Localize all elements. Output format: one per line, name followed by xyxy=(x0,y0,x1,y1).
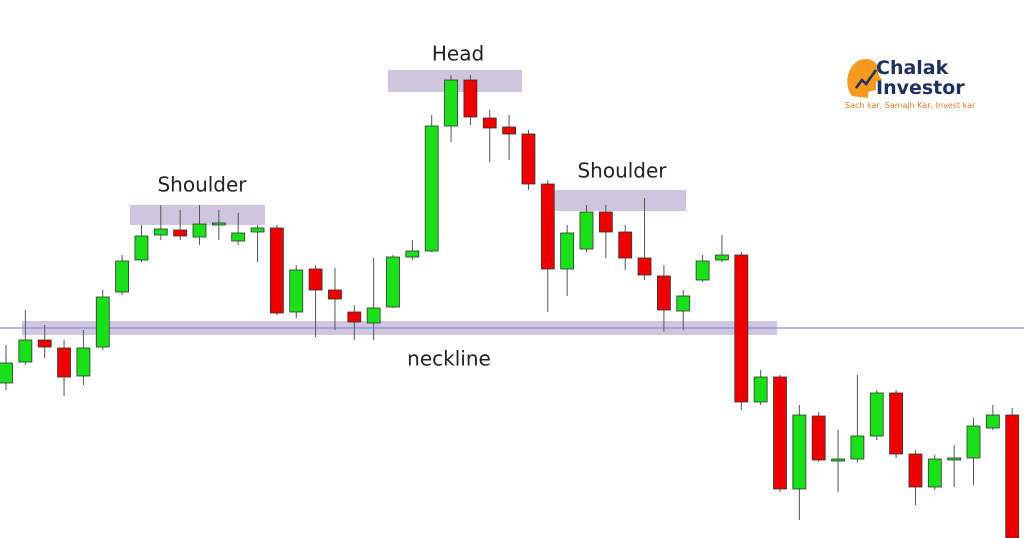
candle-body xyxy=(424,125,439,252)
candle-body xyxy=(502,126,517,135)
candle-body xyxy=(715,254,729,261)
candle-body xyxy=(811,415,826,461)
candle-body xyxy=(657,275,671,311)
candle-body xyxy=(579,211,594,250)
candle-body xyxy=(753,376,768,403)
candle-body xyxy=(850,435,865,460)
candle-body xyxy=(173,229,188,237)
candle-body xyxy=(521,133,536,185)
candle-body xyxy=(211,222,226,226)
candle-body xyxy=(153,228,168,236)
candle-body xyxy=(985,414,1000,429)
candle-body xyxy=(115,260,129,293)
candle-body xyxy=(405,250,420,258)
candle-body xyxy=(482,117,497,129)
candle-body xyxy=(0,362,13,384)
logo-arrow xyxy=(855,69,878,89)
candle-body xyxy=(250,227,265,233)
right-shoulder-zone xyxy=(555,190,686,211)
candle-body xyxy=(889,392,903,455)
candle-body xyxy=(560,232,575,270)
candle-body xyxy=(308,268,323,291)
candle-body xyxy=(386,256,400,308)
annotation: Shoulder xyxy=(577,159,667,183)
candle-body xyxy=(927,458,942,488)
candle-body xyxy=(444,79,458,127)
candle-body xyxy=(618,231,633,259)
annotation: neckline xyxy=(407,347,491,371)
logo-text: Chalak xyxy=(876,57,949,79)
candle-body xyxy=(734,254,749,403)
candle-body xyxy=(192,223,207,238)
logo: Chalak Investor Sach kar, Samajh Kar, In… xyxy=(845,57,976,110)
candle-body xyxy=(831,458,845,462)
candle-body xyxy=(134,235,149,261)
candle-body xyxy=(57,347,71,378)
candle-body xyxy=(18,339,33,363)
candle-body xyxy=(347,311,362,323)
candle-body xyxy=(231,232,246,242)
candle-body xyxy=(869,392,884,437)
candle-body xyxy=(37,339,52,348)
logo-tagline: Sach kar, Samajh Kar, Invest kar xyxy=(845,101,976,110)
logo-icon xyxy=(847,58,882,98)
candles xyxy=(0,75,1020,538)
candle-body xyxy=(540,183,555,270)
candle-body xyxy=(773,376,787,490)
candle-body xyxy=(1005,414,1020,538)
candle-body xyxy=(792,414,807,490)
candle-body xyxy=(695,260,710,281)
candle-body xyxy=(676,295,691,312)
candle-body xyxy=(289,269,304,313)
annotation: Shoulder xyxy=(157,173,247,197)
candle-body xyxy=(366,307,381,324)
candle-body xyxy=(637,257,652,276)
left-shoulder-zone xyxy=(130,205,265,225)
candle-body xyxy=(463,79,478,118)
candle-body xyxy=(328,289,342,300)
candle-body xyxy=(966,425,981,459)
candle-body xyxy=(908,453,923,488)
candle-body xyxy=(95,296,110,348)
candle-body xyxy=(947,457,962,461)
logo-text: Investor xyxy=(876,77,965,99)
candle-body xyxy=(76,347,91,377)
candle-body xyxy=(598,211,613,233)
candle-body xyxy=(269,227,284,314)
annotation: Head xyxy=(432,42,484,66)
